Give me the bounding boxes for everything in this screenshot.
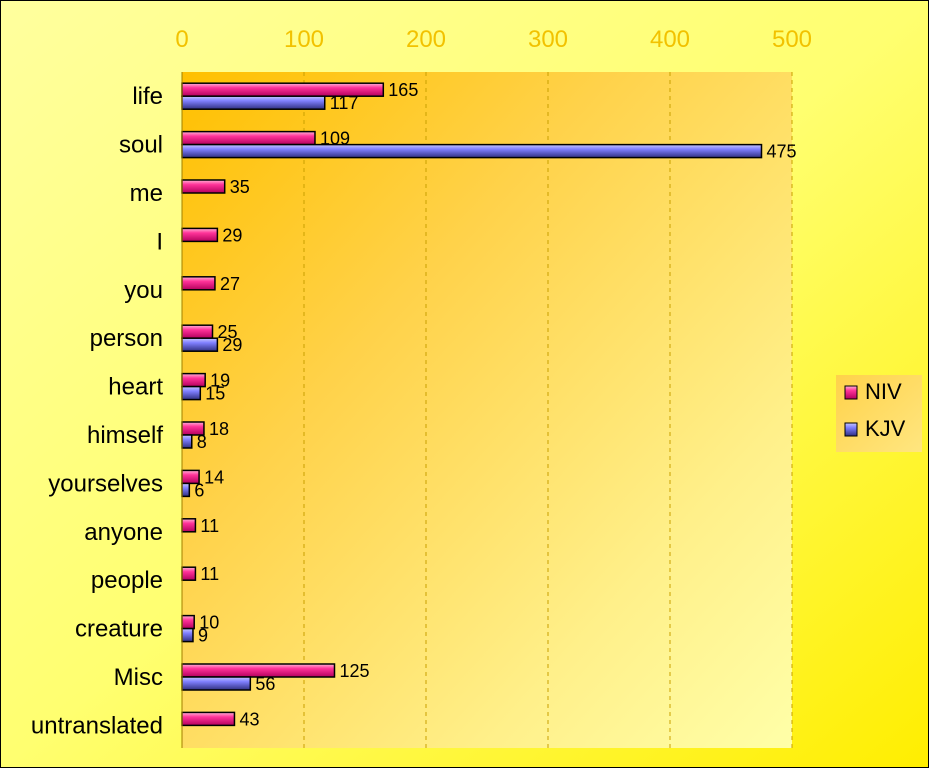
data-label-niv: 27 — [220, 274, 240, 294]
bar-kjv — [181, 434, 193, 449]
bar-kjv — [181, 627, 194, 643]
bar-niv — [181, 566, 197, 581]
category-label: me — [130, 180, 163, 207]
legend-label-niv: NIV — [865, 379, 902, 404]
plot-area — [182, 72, 792, 748]
data-label-niv: 29 — [222, 225, 242, 245]
x-tick-label: 400 — [650, 26, 690, 53]
data-label-niv: 43 — [239, 709, 259, 729]
data-label-niv: 25 — [218, 322, 238, 342]
bar-niv — [181, 518, 197, 533]
bar-kjv — [181, 95, 326, 110]
data-label-kjv: 8 — [197, 432, 207, 452]
data-label-kjv: 6 — [194, 480, 204, 500]
data-label-kjv: 9 — [198, 626, 208, 646]
data-label-kjv: 117 — [330, 93, 359, 113]
bar-kjv — [181, 385, 202, 401]
category-label: you — [124, 277, 163, 304]
bar-kjv — [181, 337, 219, 352]
data-label-niv: 11 — [200, 516, 219, 536]
category-label: I — [156, 228, 163, 255]
data-label-kjv: 29 — [222, 335, 242, 355]
bar-kjv — [181, 482, 191, 498]
legend-label-kjv: KJV — [865, 416, 906, 441]
category-label: soul — [119, 132, 163, 159]
gridlines — [303, 72, 793, 748]
bar-kjv — [181, 143, 763, 159]
x-tick-label: 300 — [528, 26, 568, 53]
data-label-niv: 109 — [320, 129, 350, 149]
x-axis-tick-labels: 0 100 200 300 400 500 — [175, 26, 812, 53]
category-label: himself — [87, 422, 163, 449]
category-label: life — [132, 83, 163, 110]
legend: NIV KJV — [836, 375, 922, 452]
category-label: untranslated — [31, 712, 163, 739]
bar-niv — [181, 227, 219, 243]
category-label: creature — [75, 616, 163, 643]
bar-niv — [181, 130, 316, 146]
legend-swatch-kjv — [844, 422, 858, 437]
category-label: anyone — [84, 519, 163, 546]
bar-niv — [181, 324, 214, 339]
category-label: yourselves — [48, 470, 163, 497]
x-tick-label: 500 — [772, 26, 812, 53]
x-tick-label: 200 — [406, 26, 446, 53]
data-label-niv: 165 — [388, 80, 418, 100]
x-tick-label: 100 — [284, 26, 324, 53]
data-label-niv: 35 — [230, 177, 250, 197]
category-label: heart — [108, 374, 163, 401]
bar-niv — [181, 614, 195, 630]
data-label-kjv: 475 — [767, 142, 797, 162]
data-label-niv: 19 — [210, 371, 230, 391]
category-label: people — [91, 567, 163, 594]
bar-niv — [181, 372, 206, 388]
legend-swatch-niv — [844, 385, 858, 400]
data-label-kjv: 56 — [255, 674, 275, 694]
bar-kjv — [181, 676, 252, 691]
x-tick-label: 0 — [175, 26, 188, 53]
bar-niv — [181, 179, 226, 194]
category-label: Misc — [114, 664, 163, 691]
data-labels: 1651171094753529272529191518814611111091… — [194, 80, 796, 729]
data-label-niv: 11 — [200, 564, 219, 584]
data-label-niv: 125 — [340, 661, 370, 681]
category-label: person — [90, 325, 163, 352]
bar-niv — [181, 276, 216, 291]
data-label-niv: 14 — [204, 467, 224, 487]
data-label-niv: 10 — [199, 613, 219, 633]
data-label-niv: 18 — [209, 419, 229, 439]
bar-niv — [181, 711, 236, 727]
data-label-kjv: 15 — [205, 384, 225, 404]
